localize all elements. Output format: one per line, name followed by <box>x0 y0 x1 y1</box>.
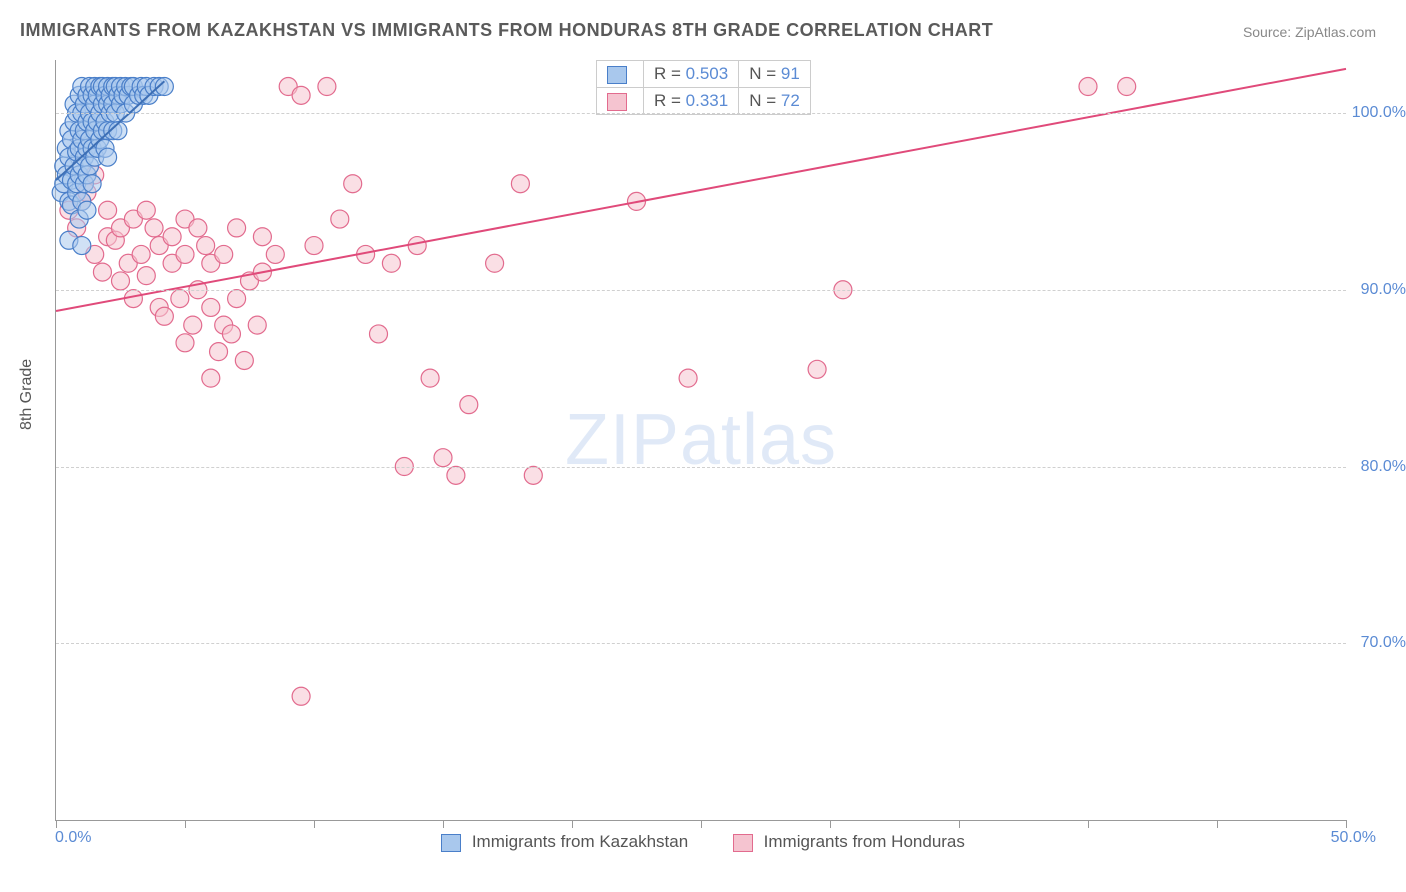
data-point <box>460 396 478 414</box>
data-point <box>1118 78 1136 96</box>
data-point <box>99 201 117 219</box>
r-value-kazakhstan: 0.503 <box>686 64 729 83</box>
data-point <box>292 687 310 705</box>
legend-label-honduras: Immigrants from Honduras <box>764 832 965 851</box>
data-point <box>163 228 181 246</box>
source-text: Source: ZipAtlas.com <box>1243 24 1376 40</box>
data-point <box>215 245 233 263</box>
legend-swatch-honduras <box>733 834 753 852</box>
data-point <box>184 316 202 334</box>
y-axis-label: 8th Grade <box>18 359 36 430</box>
legend-item-honduras: Immigrants from Honduras <box>733 832 965 852</box>
data-point <box>370 325 388 343</box>
data-point <box>99 148 117 166</box>
data-point <box>145 219 163 237</box>
data-point <box>137 267 155 285</box>
data-point <box>176 245 194 263</box>
x-tick <box>314 820 315 828</box>
data-point <box>421 369 439 387</box>
data-point <box>408 237 426 255</box>
legend-item-kazakhstan: Immigrants from Kazakhstan <box>441 832 688 852</box>
gridline-h <box>56 467 1346 468</box>
data-point <box>382 254 400 272</box>
stats-row-kazakhstan: R = 0.503 N = 91 <box>597 61 811 88</box>
data-point <box>235 351 253 369</box>
x-tick <box>1346 820 1347 828</box>
data-point <box>83 175 101 193</box>
chart-title: IMMIGRANTS FROM KAZAKHSTAN VS IMMIGRANTS… <box>20 20 993 41</box>
r-value-honduras: 0.331 <box>686 91 729 110</box>
x-tick <box>701 820 702 828</box>
data-point <box>78 201 96 219</box>
correlation-stats-box: R = 0.503 N = 91 R = 0.331 N = 72 <box>596 60 811 115</box>
data-point <box>292 86 310 104</box>
gridline-h <box>56 290 1346 291</box>
legend-swatch-kazakhstan <box>441 834 461 852</box>
data-point <box>202 298 220 316</box>
swatch-kazakhstan <box>607 66 627 84</box>
n-label: N = <box>749 64 776 83</box>
n-value-honduras: 72 <box>781 91 800 110</box>
y-tick-label: 100.0% <box>1352 104 1406 122</box>
y-tick-label: 70.0% <box>1361 634 1406 652</box>
data-point <box>176 334 194 352</box>
x-tick <box>185 820 186 828</box>
x-tick <box>1088 820 1089 828</box>
x-tick <box>959 820 960 828</box>
r-label: R = <box>654 64 681 83</box>
data-point <box>511 175 529 193</box>
x-tick <box>443 820 444 828</box>
data-point <box>447 466 465 484</box>
data-point <box>189 219 207 237</box>
data-point <box>222 325 240 343</box>
n-label: N = <box>749 91 776 110</box>
x-tick <box>1217 820 1218 828</box>
x-tick <box>830 820 831 828</box>
r-label: R = <box>654 91 681 110</box>
data-point <box>305 237 323 255</box>
series-points-1 <box>60 78 1136 706</box>
data-point <box>228 219 246 237</box>
data-point <box>1079 78 1097 96</box>
data-point <box>331 210 349 228</box>
chart-svg <box>56 60 1346 820</box>
data-point <box>202 369 220 387</box>
swatch-honduras <box>607 93 627 111</box>
x-tick <box>572 820 573 828</box>
stats-row-honduras: R = 0.331 N = 72 <box>597 88 811 115</box>
n-value-kazakhstan: 91 <box>781 64 800 83</box>
plot-area: ZIPatlas R = 0.503 N = 91 R = 0.331 N = … <box>55 60 1346 821</box>
x-tick <box>56 820 57 828</box>
data-point <box>486 254 504 272</box>
data-point <box>434 449 452 467</box>
gridline-h <box>56 113 1346 114</box>
gridline-h <box>56 643 1346 644</box>
data-point <box>171 290 189 308</box>
data-point <box>197 237 215 255</box>
data-point <box>137 201 155 219</box>
data-point <box>73 237 91 255</box>
data-point <box>266 245 284 263</box>
data-point <box>318 78 336 96</box>
data-point <box>808 360 826 378</box>
y-tick-label: 90.0% <box>1361 281 1406 299</box>
data-point <box>155 307 173 325</box>
data-point <box>228 290 246 308</box>
data-point <box>344 175 362 193</box>
data-point <box>112 272 130 290</box>
y-tick-label: 80.0% <box>1361 458 1406 476</box>
data-point <box>679 369 697 387</box>
data-point <box>132 245 150 263</box>
data-point <box>93 263 111 281</box>
legend-label-kazakhstan: Immigrants from Kazakhstan <box>472 832 688 851</box>
data-point <box>210 343 228 361</box>
data-point <box>524 466 542 484</box>
data-point <box>253 228 271 246</box>
legend-bottom: Immigrants from Kazakhstan Immigrants fr… <box>0 831 1406 852</box>
data-point <box>248 316 266 334</box>
